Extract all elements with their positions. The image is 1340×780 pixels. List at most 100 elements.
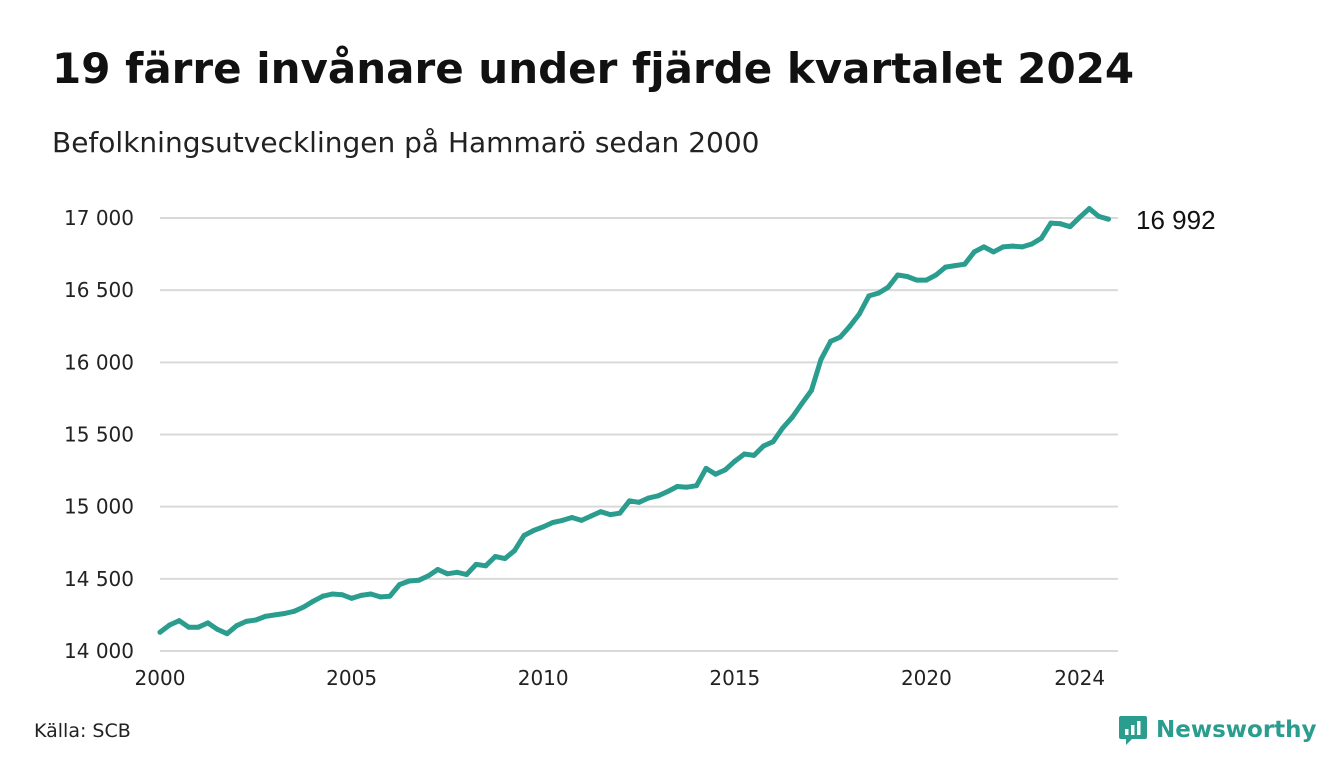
data-point: [713, 471, 719, 477]
data-point: [933, 272, 939, 278]
data-point: [387, 593, 393, 599]
y-tick-label: 16 500: [64, 278, 134, 302]
data-point: [339, 592, 345, 598]
data-point: [904, 273, 910, 279]
data-point: [521, 533, 527, 539]
data-point: [444, 571, 450, 577]
data-point: [559, 517, 565, 523]
data-point: [799, 400, 805, 406]
x-tick-label: 2000: [135, 666, 186, 690]
data-point: [1105, 216, 1111, 222]
data-point: [1086, 206, 1092, 212]
data-point: [751, 452, 757, 458]
data-point: [406, 578, 412, 584]
data-point: [646, 495, 652, 501]
data-point: [483, 563, 489, 569]
y-tick-label: 14 000: [64, 639, 134, 663]
data-point: [531, 527, 537, 533]
data-point: [377, 594, 383, 600]
data-point: [502, 556, 508, 562]
data-point: [1067, 224, 1073, 230]
data-point: [780, 425, 786, 431]
data-point: [368, 591, 374, 597]
brand-logo: Newsworthy: [1118, 714, 1317, 746]
data-point: [301, 604, 307, 610]
data-point: [511, 548, 517, 554]
x-tick-label: 2020: [901, 666, 952, 690]
data-point: [598, 509, 604, 515]
data-point: [1096, 213, 1102, 219]
data-point: [224, 631, 230, 637]
data-point: [818, 356, 824, 362]
data-point: [157, 629, 163, 635]
data-point: [1010, 243, 1016, 249]
y-tick-label: 15 500: [64, 423, 134, 447]
chart-title: 19 färre invånare under fjärde kvartalet…: [52, 44, 1135, 93]
data-point: [770, 439, 776, 445]
data-point: [866, 293, 872, 299]
data-point: [895, 272, 901, 278]
data-point: [674, 483, 680, 489]
data-point: [320, 593, 326, 599]
data-point: [684, 484, 690, 490]
brand-name: Newsworthy: [1156, 717, 1317, 743]
data-point: [626, 498, 632, 504]
data-point: [167, 622, 173, 628]
data-point: [234, 623, 240, 629]
data-point: [693, 483, 699, 489]
data-point: [435, 566, 441, 572]
x-axis: 2000 2005 2010 2015 2020 2024: [135, 666, 1106, 690]
data-point: [195, 624, 201, 630]
data-point: [253, 617, 259, 623]
y-tick-label: 15 000: [64, 495, 134, 519]
data-point: [741, 451, 747, 457]
data-point: [761, 443, 767, 449]
data-point: [262, 613, 268, 619]
series-group: [157, 206, 1111, 637]
series-line: [157, 206, 1111, 637]
data-point: [214, 626, 220, 632]
data-point: [828, 338, 834, 344]
data-point: [310, 598, 316, 604]
data-point: [205, 620, 211, 626]
data-point: [665, 489, 671, 495]
data-point: [876, 290, 881, 296]
data-point: [1038, 235, 1044, 241]
data-point: [464, 572, 470, 578]
x-tick-label: 2015: [709, 666, 760, 690]
data-point: [540, 524, 546, 530]
data-point: [282, 610, 288, 616]
data-point: [329, 591, 335, 597]
data-point: [607, 512, 613, 518]
data-point: [971, 249, 977, 255]
source-note: Källa: SCB: [34, 720, 131, 742]
data-point: [655, 493, 661, 499]
data-point: [636, 499, 642, 505]
data-point: [272, 612, 278, 618]
data-point: [1019, 244, 1025, 250]
data-point: [703, 465, 709, 471]
line-chart: 14 000 14 500 15 000 15 500 16 000 16 500 17 0…: [64, 205, 1216, 690]
data-point: [454, 569, 460, 575]
data-point: [425, 573, 431, 579]
data-point: [291, 608, 297, 614]
data-point: [588, 513, 594, 519]
data-point: [1058, 221, 1064, 227]
end-value-label: 16 992: [1136, 205, 1216, 235]
data-point: [358, 592, 364, 598]
data-point: [808, 387, 814, 393]
data-point: [579, 517, 585, 523]
data-point: [847, 323, 853, 329]
y-axis: 14 000 14 500 15 000 15 500 16 000 16 500 17 0…: [64, 206, 134, 663]
data-point: [943, 264, 949, 270]
data-point: [732, 458, 738, 464]
data-point: [1000, 244, 1006, 250]
data-point: [789, 414, 795, 420]
data-point: [952, 263, 958, 269]
grid-lines: [160, 217, 1118, 652]
data-point: [885, 284, 891, 290]
newsworthy-logo-icon: [1119, 716, 1147, 745]
data-point: [176, 618, 182, 624]
data-point: [914, 277, 920, 283]
data-point: [397, 582, 402, 588]
